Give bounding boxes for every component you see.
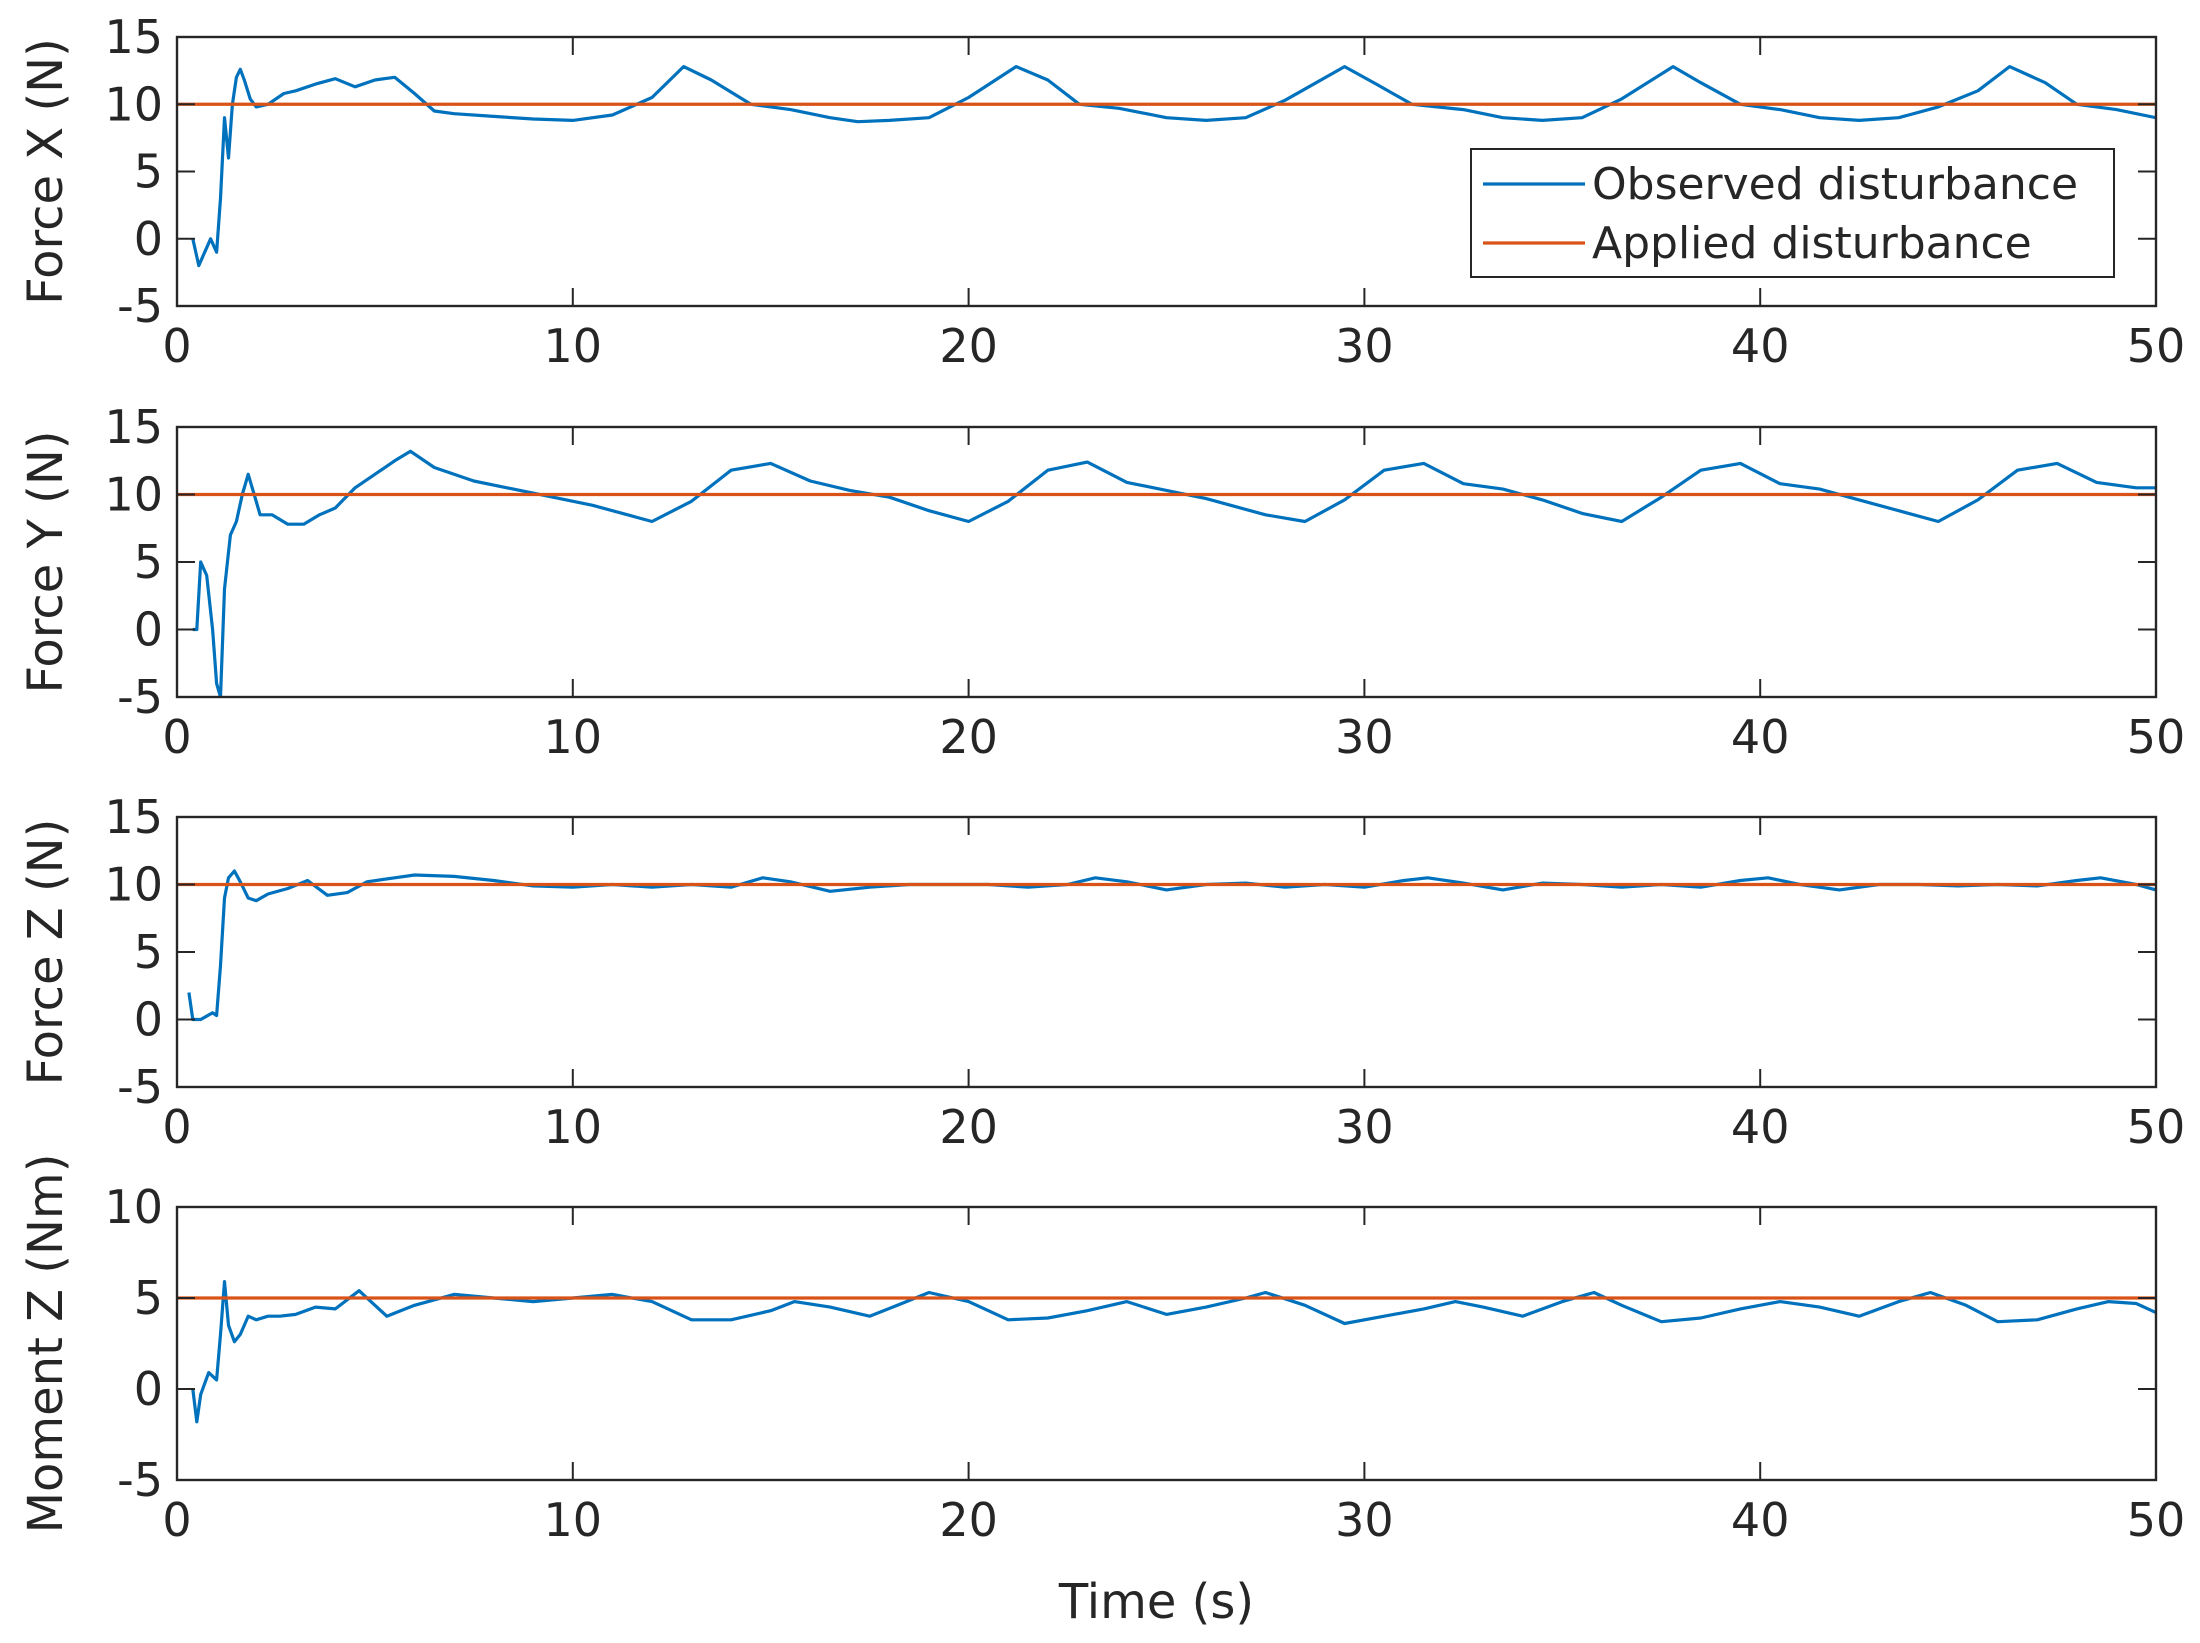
x-tick-label: 20: [939, 1100, 998, 1154]
x-tick-label: 30: [1335, 710, 1394, 764]
x-tick-label: 50: [2127, 319, 2186, 373]
legend-label-applied: Applied disturbance: [1592, 218, 2032, 269]
x-axis-label: Time (s): [1058, 1574, 1254, 1630]
y-axis-label: Moment Z (Nm): [18, 1154, 74, 1534]
y-tick-label: 10: [104, 858, 163, 912]
axes-box: [175, 1205, 2158, 1482]
y-tick-label: -5: [117, 1453, 163, 1507]
x-tick-label: 0: [162, 1100, 191, 1154]
y-tick-label: 5: [134, 535, 163, 589]
legend: Observed disturbance Applied disturbance: [1470, 148, 2115, 278]
plot-area: [177, 1207, 2156, 1480]
y-tick-label: -5: [117, 1060, 163, 1114]
y-tick-label: 15: [104, 10, 163, 64]
plot-area: [177, 427, 2156, 697]
x-tick-label: 10: [544, 1493, 603, 1547]
y-tick-label: 15: [104, 400, 163, 454]
y-tick-label: 0: [134, 993, 163, 1047]
x-tick-label: 0: [162, 710, 191, 764]
x-tick-label: 20: [939, 1493, 998, 1547]
x-tick-label: 0: [162, 319, 191, 373]
legend-label-observed: Observed disturbance: [1592, 159, 2078, 210]
x-tick-label: 20: [939, 319, 998, 373]
y-tick-label: 0: [134, 1362, 163, 1416]
legend-box: [1470, 148, 2115, 278]
y-tick-label: 0: [134, 212, 163, 266]
series-observed-disturbance: [191, 64, 2156, 268]
series-observed-disturbance: [192, 449, 2156, 697]
x-tick-label: 40: [1731, 1493, 1790, 1547]
x-tick-label: 40: [1731, 319, 1790, 373]
x-tick-label: 50: [2127, 1100, 2186, 1154]
x-tick-label: 10: [544, 710, 603, 764]
x-tick-label: 30: [1335, 319, 1394, 373]
y-tick-label: 5: [134, 145, 163, 199]
x-tick-label: 30: [1335, 1100, 1394, 1154]
y-tick-label: 10: [104, 468, 163, 522]
y-tick-label: 10: [104, 77, 163, 131]
x-tick-label: 10: [544, 319, 603, 373]
plot-area: [177, 817, 2156, 1087]
x-tick-label: 10: [544, 1100, 603, 1154]
y-tick-label: 0: [134, 603, 163, 657]
x-tick-label: 0: [162, 1493, 191, 1547]
y-tick-label: 5: [134, 1271, 163, 1325]
x-tick-label: 20: [939, 710, 998, 764]
x-tick-label: 30: [1335, 1493, 1394, 1547]
y-tick-label: -5: [117, 279, 163, 333]
y-tick-label: -5: [117, 670, 163, 724]
x-tick-label: 50: [2127, 710, 2186, 764]
y-axis-label: Force Z (N): [18, 819, 74, 1086]
y-tick-label: 5: [134, 925, 163, 979]
y-axis-label: Force Y (N): [18, 430, 74, 693]
y-tick-label: 15: [104, 790, 163, 844]
x-tick-label: 40: [1731, 710, 1790, 764]
x-tick-label: 40: [1731, 1100, 1790, 1154]
x-tick-label: 50: [2127, 1493, 2186, 1547]
y-tick-label: 10: [104, 1180, 163, 1234]
y-axis-label: Force X (N): [18, 38, 74, 305]
